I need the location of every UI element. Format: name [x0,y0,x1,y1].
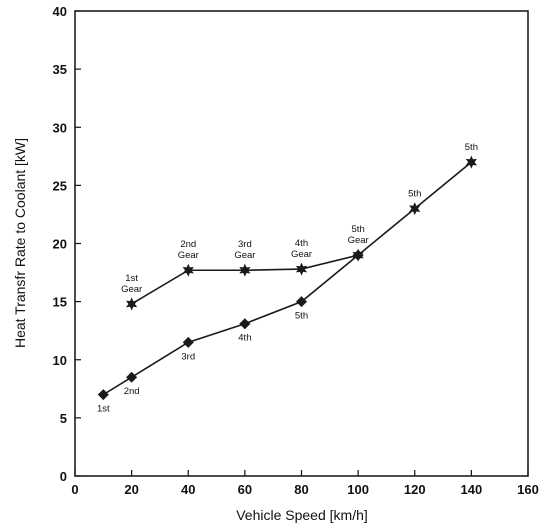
diamond-marker [126,371,138,383]
x-tick-label: 80 [294,482,308,497]
point-label: Gear [291,249,312,260]
x-axis-title: Vehicle Speed [km/h] [236,507,368,523]
x-tick-label: 60 [238,482,252,497]
y-tick-label: 10 [53,353,67,368]
star-marker [126,297,138,311]
point-label: 5th [295,311,308,322]
star-marker [182,263,194,277]
diamond-marker [239,318,251,330]
x-tick-label: 0 [71,482,78,497]
point-label: Gear [348,235,369,246]
diamond-marker [97,389,109,401]
diamond-marker [182,336,194,348]
point-label: 5th [465,142,478,153]
point-label: 2nd [124,386,140,397]
x-tick-label: 120 [404,482,426,497]
y-tick-label: 20 [53,237,67,252]
point-label: 3rd [181,351,195,362]
point-label: 4th [238,333,251,344]
labels-layer: 1stGear2ndGear3rdGear4thGear5thGear5th5t… [97,142,478,415]
point-label: 2nd [180,239,196,250]
y-tick-label: 15 [53,295,67,310]
x-tick-label: 100 [347,482,369,497]
ticks-layer: 0 20 40 60 80 100 120 140 160 0 5 10 15 20 25 30 35 40 [53,4,539,497]
diamond-marker [352,249,364,261]
x-tick-label: 160 [517,482,539,497]
star-marker [239,263,251,277]
point-label: 5th [408,189,421,200]
markers-layer [97,155,477,401]
x-tick-label: 40 [181,482,195,497]
point-label: Gear [121,284,142,295]
point-label: Gear [234,250,255,261]
diamond-marker [296,296,307,308]
point-label: 4th [295,238,308,249]
y-tick-label: 30 [53,120,67,135]
y-tick-label: 0 [60,469,67,484]
point-label: 1st [125,273,138,284]
y-tick-label: 5 [60,411,67,426]
series-line-1 [131,161,472,305]
point-label: 3rd [238,239,252,250]
x-tick-label: 20 [124,482,138,497]
star-marker [409,202,421,216]
x-tick-label: 140 [461,482,483,497]
point-label: Gear [178,250,199,261]
y-tick-label: 40 [53,4,67,19]
point-label: 5th [352,224,365,235]
point-label: 1st [97,404,110,415]
y-tick-label: 25 [53,178,67,193]
series-line-2 [102,254,359,396]
y-tick-label: 35 [53,62,67,77]
star-marker [465,155,477,169]
star-marker [295,262,308,276]
y-axis-title: Heat Transfr Rate to Coolant [kW] [12,138,28,348]
